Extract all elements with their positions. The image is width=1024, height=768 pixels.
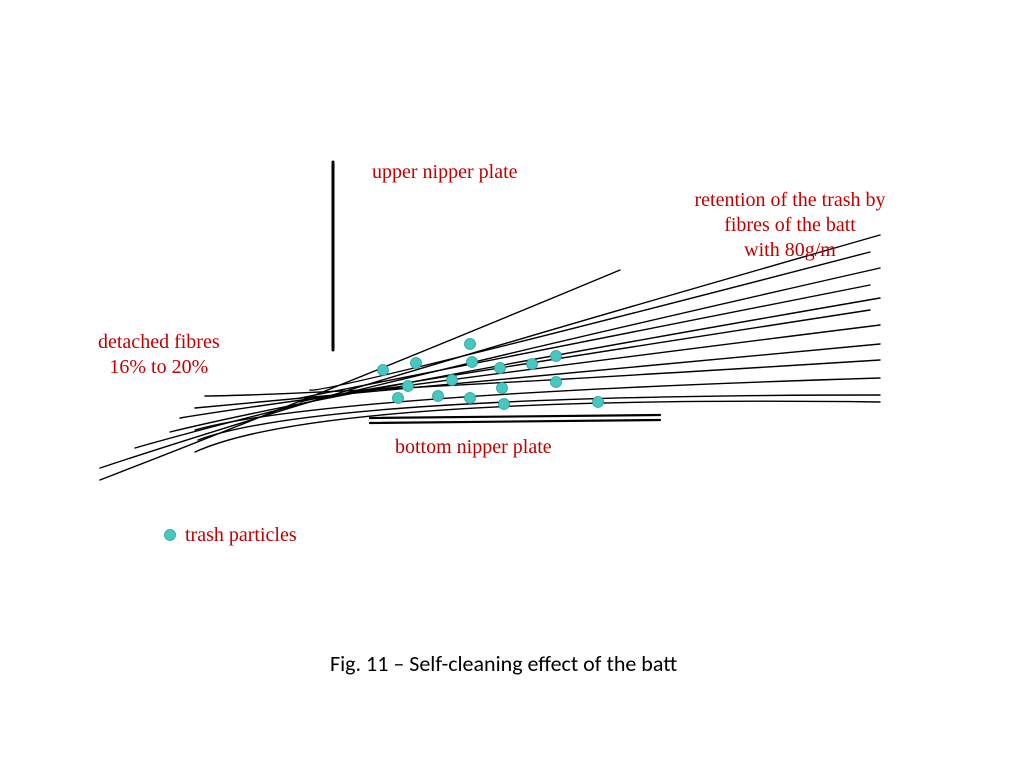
- bottom-nipper-line: [370, 415, 660, 418]
- trash-particle: [411, 358, 422, 369]
- bottom-nipper-line: [370, 420, 660, 423]
- trash-particle: [465, 339, 476, 350]
- label-bottom-nipper: bottom nipper plate: [395, 435, 552, 460]
- trash-particle: [378, 365, 389, 376]
- trash-particle: [447, 375, 458, 386]
- trash-particle: [393, 393, 404, 404]
- label-upper-nipper: upper nipper plate: [372, 160, 518, 185]
- fibre-line: [195, 344, 880, 408]
- fibre-line: [310, 252, 870, 390]
- trash-particle: [593, 397, 604, 408]
- trash-particle: [433, 391, 444, 402]
- label-retention-l2: fibres of the batt: [724, 214, 856, 236]
- figure-caption: Fig. 11 – Self-cleaning effect of the ba…: [330, 650, 677, 677]
- trash-particle: [527, 359, 538, 370]
- fibre-line: [205, 360, 880, 396]
- trash-particle: [465, 393, 476, 404]
- label-trash-legend: trash particles: [185, 523, 297, 548]
- trash-particle: [497, 383, 508, 394]
- label-detached-l1: detached fibres: [98, 331, 220, 353]
- trash-particle: [551, 377, 562, 388]
- trash-particle: [499, 399, 510, 410]
- label-retention-l3: with 80g/m: [744, 239, 836, 261]
- label-detached-l2: 16% to 20%: [109, 356, 208, 378]
- trash-particle: [551, 351, 562, 362]
- label-retention-l1: retention of the trash by: [694, 189, 885, 211]
- trash-particle: [403, 381, 414, 392]
- trash-legend-icon: [165, 530, 176, 541]
- trash-particle: [495, 363, 506, 374]
- label-retention: retention of the trash by fibres of the …: [670, 188, 910, 263]
- label-detached: detached fibres 16% to 20%: [98, 330, 220, 380]
- trash-particle: [467, 357, 478, 368]
